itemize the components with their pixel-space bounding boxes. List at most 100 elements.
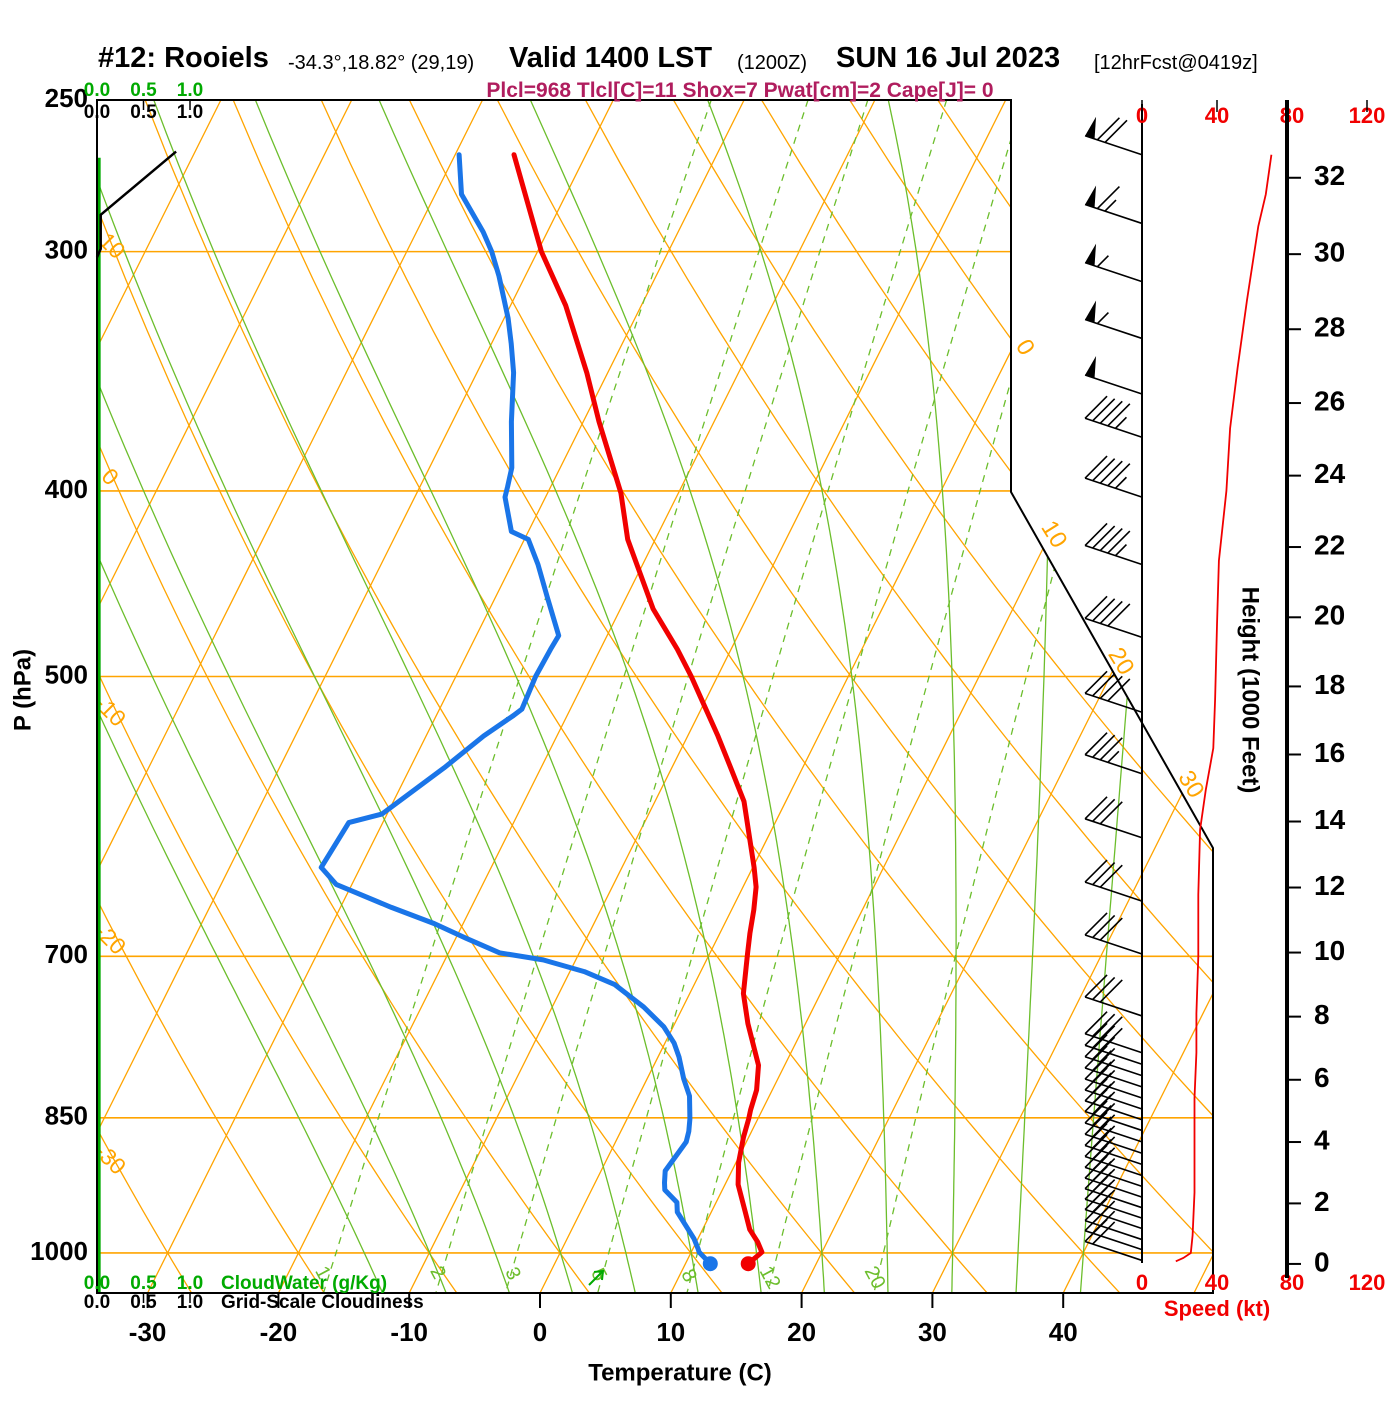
height-tick-label: 12 (1314, 870, 1345, 901)
speed-tick-label-bottom: 0 (1136, 1270, 1148, 1295)
height-tick-label: 32 (1314, 160, 1345, 191)
temp-tick-label: -20 (260, 1317, 298, 1347)
mixing-ratio-line (505, 100, 868, 1294)
dewpoint-curve (321, 155, 710, 1264)
isotherm-line (148, 100, 745, 1293)
pressure-tick-label: 400 (45, 474, 88, 504)
wind-barb (1085, 244, 1142, 282)
wind-barb (1085, 185, 1142, 223)
height-tick-label: 10 (1314, 935, 1345, 966)
wind-barb (1085, 356, 1142, 394)
moist-adiabat-line (888, 100, 956, 1294)
dry-adiabat-label: -10 (89, 690, 131, 732)
dry-adiabat-line (321, 100, 1120, 1294)
indices-subtitle: Plcl=968 Tlcl[C]=11 Shox=7 Pwat[cm]=2 Ca… (400, 79, 1080, 103)
height-tick-label: 2 (1314, 1186, 1330, 1217)
height-tick-label: 16 (1314, 737, 1345, 768)
dewpoint-surface-dot (703, 1256, 718, 1271)
height-tick-label: 22 (1314, 529, 1345, 560)
dry-adiabat-line (57, 100, 722, 1294)
height-tick-label: 0 (1314, 1246, 1330, 1277)
height-tick-label: 18 (1314, 669, 1345, 700)
dry-adiabat-label: 0 (97, 463, 124, 490)
wind-barb (1085, 396, 1142, 437)
height-axis-title: Height (1000 Feet) (1237, 587, 1264, 794)
mixing-ratio-label: 3 (500, 1264, 525, 1284)
moist-adiabat-line (154, 100, 636, 1294)
mixing-ratio-label: 20 (860, 1263, 890, 1293)
isotherm-label: 10 (1035, 516, 1072, 553)
cloudwater-scale-top: 0.0 (84, 80, 110, 101)
cloudwater-scale-top: 1.0 (177, 80, 203, 101)
temp-tick-label: 10 (656, 1317, 685, 1347)
dry-adiabat-line (762, 100, 1400, 1294)
cloudwater-scale-bottom: 1.0 (177, 1273, 203, 1294)
speed-tick-label-bottom: 40 (1205, 1270, 1229, 1295)
dry-adiabat-line (674, 100, 1400, 1294)
height-tick-label: 4 (1314, 1124, 1330, 1155)
height-tick-label: 8 (1314, 999, 1330, 1030)
isotherm-line (1194, 100, 1400, 1293)
mixing-ratio-line (768, 100, 1092, 1294)
forecast-tag: [12hrFcst@0419z] (1094, 52, 1258, 75)
wind-barb (1085, 975, 1142, 1016)
cloudwater-scale-top: 0.5 (130, 80, 157, 101)
temp-tick-label: -10 (390, 1317, 428, 1347)
valid-date: SUN 16 Jul 2023 (836, 42, 1060, 75)
temp-tick-label: -30 (129, 1317, 167, 1347)
mixing-ratio-label: 12 (755, 1263, 785, 1293)
isotherm-line (802, 100, 1399, 1293)
temp-tick-label: 40 (1049, 1317, 1078, 1347)
wind-barb (1085, 596, 1142, 637)
moist-adiabat-line (379, 100, 761, 1294)
speed-tick-label-bottom: 80 (1280, 1270, 1304, 1295)
pressure-axis-title: P (hPa) (9, 649, 36, 731)
dry-adiabat-line (1378, 100, 1400, 1294)
cloudiness-scale-bottom: 0.0 (84, 1292, 110, 1313)
mixing-ratio-line (323, 100, 711, 1294)
wind-barb (1085, 523, 1142, 564)
pressure-tick-label: 850 (45, 1101, 88, 1131)
height-tick-label: 26 (1314, 385, 1345, 416)
height-tick-label: 28 (1314, 312, 1345, 343)
temp-axis-title: Temperature (C) (588, 1359, 772, 1386)
pressure-tick-label: 250 (45, 83, 88, 113)
speed-tick-label-bottom: 120 (1349, 1270, 1386, 1295)
height-tick-label: 6 (1314, 1062, 1330, 1093)
speed-axis-title: Speed (kt) (1164, 1296, 1270, 1321)
pressure-tick-label: 1000 (30, 1236, 88, 1266)
wind-barb (1085, 733, 1142, 774)
isotherm-line (540, 100, 1137, 1293)
pressure-tick-label: 500 (45, 659, 88, 689)
cloudiness-legend: Grid-Scale Cloudiness (221, 1292, 424, 1313)
dry-adiabat-label: -30 (89, 1138, 131, 1180)
valid-time: Valid 1400 LST (509, 42, 712, 75)
height-tick-label: 30 (1314, 237, 1345, 268)
moist-adiabat-line (69, 100, 573, 1294)
wind-barb (1085, 797, 1142, 838)
cloudiness-scale-top: 0.0 (84, 102, 110, 123)
station-coords: -34.3°,18.82° (29,19) (288, 52, 474, 75)
dry-adiabat-line (1202, 100, 1400, 1294)
isotherm-label: 0 (1010, 335, 1040, 361)
height-tick-label: 14 (1314, 804, 1346, 835)
mixing-ratio-label: 8 (676, 1266, 701, 1286)
zulu-time: (1200Z) (737, 52, 807, 75)
mixing-ratio-label: 2 (425, 1263, 450, 1283)
height-tick-label: 20 (1314, 600, 1345, 631)
height-tick-label: 24 (1314, 458, 1346, 489)
isotherm-line (1063, 100, 1400, 1293)
temp-tick-label: 30 (918, 1317, 947, 1347)
cloudwater-legend: CloudWater (g/Kg) (221, 1273, 387, 1294)
wind-barb (1085, 117, 1142, 155)
moist-adiabat-line (530, 100, 824, 1294)
cloudwater-scale-bottom: 0.5 (130, 1273, 157, 1294)
pressure-tick-label: 700 (45, 939, 88, 969)
temperature-surface-dot (741, 1256, 756, 1271)
wind-barb (1085, 300, 1142, 338)
pressure-tick-label: 300 (45, 235, 88, 265)
temp-tick-label: 0 (533, 1317, 547, 1347)
station-title: #12: Rooiels (98, 42, 269, 75)
